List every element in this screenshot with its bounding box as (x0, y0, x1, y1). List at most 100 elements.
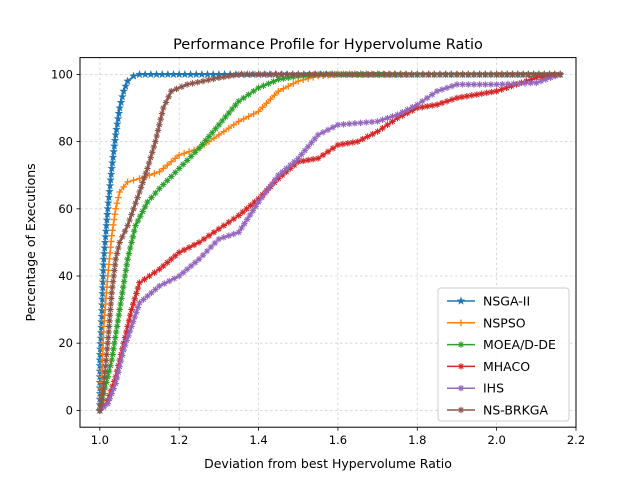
data-point (379, 124, 386, 132)
data-point (459, 81, 466, 88)
data-point (482, 71, 489, 78)
data-point (129, 71, 138, 80)
data-point (103, 351, 110, 358)
x-tick-label: 2.0 (487, 433, 505, 447)
data-point (212, 125, 219, 132)
data-point (493, 81, 500, 88)
data-point (103, 204, 113, 213)
data-point (121, 334, 129, 341)
data-point (190, 241, 198, 249)
data-point (252, 203, 259, 210)
data-point (287, 165, 294, 172)
data-point (162, 99, 170, 106)
data-point (425, 71, 432, 78)
data-point (110, 141, 119, 150)
data-point (129, 318, 137, 325)
data-point (119, 289, 126, 296)
y-tick-label: 20 (58, 336, 73, 350)
data-point (199, 251, 207, 259)
data-point (424, 94, 431, 102)
data-point (384, 114, 391, 122)
data-point (530, 71, 537, 78)
data-point (419, 103, 426, 111)
plot-frame (79, 57, 577, 428)
data-point (99, 391, 106, 398)
data-point (255, 198, 262, 206)
data-point (136, 279, 143, 286)
data-point (171, 155, 179, 162)
data-point (289, 80, 297, 87)
data-point (442, 71, 449, 78)
data-point (456, 296, 466, 305)
data-point (210, 75, 217, 83)
data-point (200, 235, 208, 243)
data-point (125, 317, 133, 324)
data-point (225, 72, 232, 80)
data-point (414, 101, 421, 108)
data-point (493, 88, 500, 95)
data-point (120, 284, 127, 291)
data-point (289, 71, 297, 78)
data-point (404, 106, 411, 113)
data-point (322, 71, 329, 78)
data-point (107, 300, 115, 308)
data-point (172, 252, 179, 260)
data-point (457, 363, 465, 370)
data-point (527, 79, 534, 87)
data-point (123, 328, 130, 336)
data-point (195, 256, 203, 263)
data-point (102, 357, 110, 364)
data-point (137, 212, 144, 220)
data-point (131, 313, 138, 321)
data-point (238, 224, 245, 232)
data-point (104, 340, 111, 347)
data-point (327, 71, 334, 78)
data-point (220, 222, 228, 229)
data-point (329, 145, 337, 152)
data-point (113, 114, 123, 123)
data-point (265, 80, 272, 87)
data-point (105, 334, 112, 341)
data-point (127, 244, 134, 252)
data-point (117, 300, 124, 308)
data-point (136, 299, 143, 307)
data-point (104, 373, 111, 380)
data-point (263, 99, 270, 107)
data-point (215, 121, 223, 128)
data-point (271, 176, 279, 183)
data-point (99, 385, 107, 393)
data-point (106, 317, 113, 324)
data-point (249, 207, 257, 214)
data-point (183, 157, 191, 164)
data-point (168, 173, 175, 180)
data-point (98, 271, 108, 280)
data-point (146, 272, 153, 280)
data-point (180, 150, 188, 157)
data-point (433, 88, 441, 95)
data-point (262, 71, 269, 78)
data-point (228, 105, 236, 113)
data-point (97, 401, 104, 409)
data-point (183, 81, 191, 88)
data-point (525, 71, 532, 78)
data-point (279, 168, 286, 176)
data-point (267, 95, 274, 103)
data-point (151, 170, 158, 177)
data-point (124, 178, 131, 186)
data-point (110, 136, 120, 145)
data-point (428, 91, 436, 98)
data-point (126, 216, 133, 224)
data-point (107, 164, 116, 173)
data-point (344, 140, 352, 147)
data-point (144, 292, 151, 300)
data-point (116, 306, 123, 313)
data-point (255, 84, 262, 92)
data-point (379, 116, 386, 123)
data-point (245, 113, 252, 120)
data-point (298, 151, 305, 158)
data-point (235, 71, 242, 78)
data-point (100, 403, 108, 411)
data-point (408, 71, 416, 78)
data-point (374, 128, 381, 135)
